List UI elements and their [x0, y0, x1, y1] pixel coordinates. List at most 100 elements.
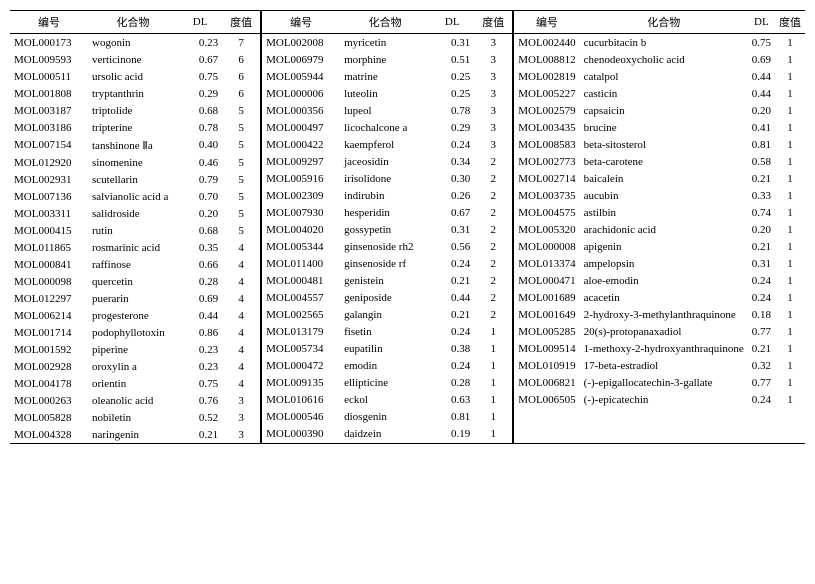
- cell-id: MOL008812: [514, 51, 579, 68]
- cell-dl: 0.44: [748, 85, 775, 102]
- cell-freq: 3: [474, 119, 512, 136]
- cell-dl: 0.21: [430, 272, 474, 289]
- cell-id: MOL000415: [10, 222, 88, 239]
- header-name: 化合物: [340, 11, 430, 34]
- table-row: MOL004328naringenin0.213: [10, 426, 260, 443]
- table-row: MOL000497licochalcone a0.293: [262, 119, 512, 136]
- cell-id: MOL000546: [262, 408, 340, 425]
- cell-dl: 0.31: [430, 221, 474, 238]
- cell-freq: 1: [775, 68, 805, 85]
- table-row: MOL002714baicalein0.211: [514, 170, 805, 187]
- table-row: MOL005944matrine0.253: [262, 68, 512, 85]
- cell-freq: 5: [222, 205, 260, 222]
- cell-dl: 0.23: [178, 34, 222, 52]
- table-row: MOL013179fisetin0.241: [262, 323, 512, 340]
- column-1: 编号 化合物 DL 度值 MOL000173wogonin0.237MOL009…: [10, 11, 260, 443]
- cell-dl: 0.58: [748, 153, 775, 170]
- cell-dl: 0.78: [430, 102, 474, 119]
- table-row: MOL000471aloe-emodin0.241: [514, 272, 805, 289]
- cell-id: MOL004328: [10, 426, 88, 443]
- table-row: MOL007930hesperidin0.672: [262, 204, 512, 221]
- cell-freq: 1: [474, 323, 512, 340]
- cell-name: sinomenine: [88, 154, 178, 171]
- table-row: MOL003311salidroside0.205: [10, 205, 260, 222]
- table-row: MOL005344ginsenoside rh20.562: [262, 238, 512, 255]
- cell-id: MOL002579: [514, 102, 579, 119]
- cell-id: MOL009297: [262, 153, 340, 170]
- cell-freq: 1: [775, 374, 805, 391]
- column-2: 编号 化合物 DL 度值 MOL002008myricetin0.313MOL0…: [260, 11, 512, 443]
- cell-id: MOL006505: [514, 391, 579, 408]
- table-row: MOL004575astilbin0.741: [514, 204, 805, 221]
- cell-dl: 0.21: [178, 426, 222, 443]
- cell-freq: 1: [775, 272, 805, 289]
- cell-name: ursolic acid: [88, 68, 178, 85]
- table-row: MOL000481genistein0.212: [262, 272, 512, 289]
- cell-name: indirubin: [340, 187, 430, 204]
- cell-freq: 1: [775, 306, 805, 323]
- table-row: MOL003187triptolide0.685: [10, 102, 260, 119]
- cell-id: MOL009135: [262, 374, 340, 391]
- cell-dl: 0.68: [178, 102, 222, 119]
- cell-dl: 0.31: [430, 34, 474, 52]
- cell-id: MOL000008: [514, 238, 579, 255]
- cell-name: daidzein: [340, 425, 430, 442]
- cell-id: MOL003435: [514, 119, 579, 136]
- cell-dl: 0.34: [430, 153, 474, 170]
- cell-name: tripterine: [88, 119, 178, 136]
- cell-id: MOL002008: [262, 34, 340, 52]
- table-row: MOL00528520(s)-protopanaxadiol0.771: [514, 323, 805, 340]
- cell-dl: 0.23: [178, 341, 222, 358]
- table-row: MOL0016492-hydroxy-3-methylanthraquinone…: [514, 306, 805, 323]
- cell-freq: 1: [775, 340, 805, 357]
- cell-id: MOL005320: [514, 221, 579, 238]
- cell-freq: 7: [222, 34, 260, 52]
- cell-id: MOL000497: [262, 119, 340, 136]
- cell-freq: 2: [474, 255, 512, 272]
- tbody-2: MOL002008myricetin0.313MOL006979morphine…: [262, 34, 512, 443]
- cell-id: MOL003311: [10, 205, 88, 222]
- cell-dl: 0.26: [430, 187, 474, 204]
- cell-freq: 1: [775, 289, 805, 306]
- table-row: MOL005734eupatilin0.381: [262, 340, 512, 357]
- cell-name: aloe-emodin: [580, 272, 748, 289]
- cell-name: hesperidin: [340, 204, 430, 221]
- table-row: MOL001689acacetin0.241: [514, 289, 805, 306]
- cell-name: raffinose: [88, 256, 178, 273]
- table-row: MOL001714podophyllotoxin0.864: [10, 324, 260, 341]
- cell-dl: 0.67: [430, 204, 474, 221]
- cell-dl: 0.70: [178, 188, 222, 205]
- cell-name: nobiletin: [88, 409, 178, 426]
- cell-id: MOL000472: [262, 357, 340, 374]
- cell-name: brucine: [580, 119, 748, 136]
- table-row: MOL012920sinomenine0.465: [10, 154, 260, 171]
- cell-freq: 4: [222, 307, 260, 324]
- cell-id: MOL007154: [10, 136, 88, 154]
- cell-name: oleanolic acid: [88, 392, 178, 409]
- cell-freq: 1: [775, 119, 805, 136]
- cell-freq: 6: [222, 68, 260, 85]
- cell-dl: 0.24: [430, 255, 474, 272]
- table-row: MOL009593verticinone0.676: [10, 51, 260, 68]
- header-name: 化合物: [580, 11, 748, 34]
- cell-dl: 0.44: [178, 307, 222, 324]
- table-row: MOL006505(-)-epicatechin0.241: [514, 391, 805, 408]
- cell-id: MOL001808: [10, 85, 88, 102]
- header-dl: DL: [178, 11, 222, 34]
- cell-dl: 0.77: [748, 374, 775, 391]
- table-row: MOL000356lupeol0.783: [262, 102, 512, 119]
- table-row: MOL008583beta-sitosterol0.811: [514, 136, 805, 153]
- table-row: MOL005227casticin0.441: [514, 85, 805, 102]
- cell-freq: 2: [474, 238, 512, 255]
- table-row: MOL000098quercetin0.284: [10, 273, 260, 290]
- cell-dl: 0.25: [430, 68, 474, 85]
- cell-id: MOL000173: [10, 34, 88, 52]
- cell-freq: 1: [775, 221, 805, 238]
- cell-freq: 6: [222, 51, 260, 68]
- cell-freq: 3: [474, 136, 512, 153]
- cell-name: galangin: [340, 306, 430, 323]
- cell-freq: 3: [474, 51, 512, 68]
- cell-freq: 5: [222, 188, 260, 205]
- cell-freq: 2: [474, 272, 512, 289]
- cell-name: (-)-epicatechin: [580, 391, 748, 408]
